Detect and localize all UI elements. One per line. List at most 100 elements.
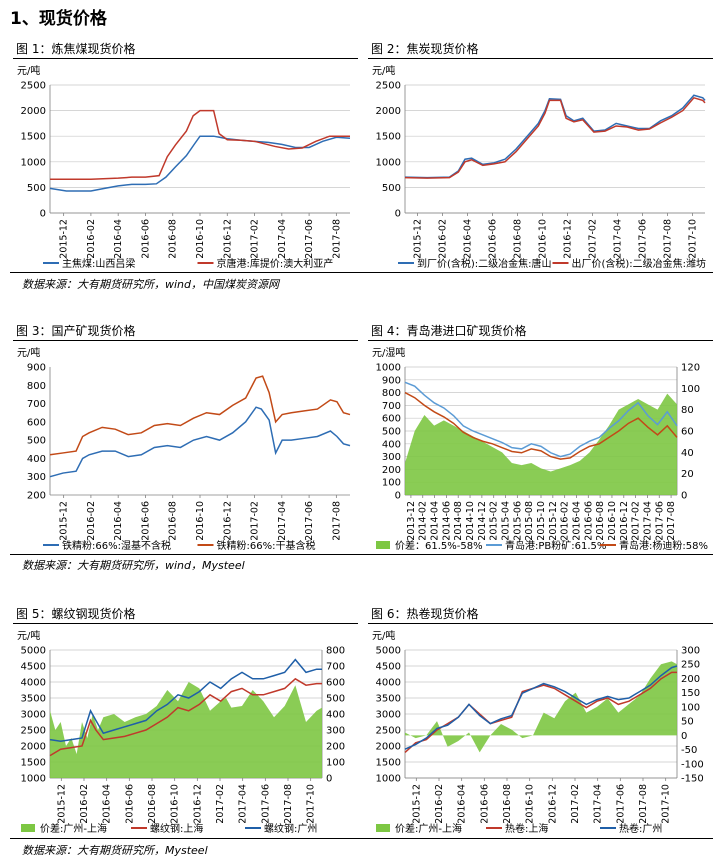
y2-tick-label: 60 xyxy=(681,427,694,438)
y2-tick-label: 500 xyxy=(326,694,345,705)
y-axis-label: 元/湿吨 xyxy=(372,346,405,359)
y2-tick-label: -50 xyxy=(681,745,697,756)
x-tick-label: 2017-06 xyxy=(304,501,315,541)
x-tick-label: 2016-08 xyxy=(502,784,513,824)
y2-tick-label: 250 xyxy=(681,660,700,671)
x-tick-label: 2016-04 xyxy=(113,219,124,259)
x-tick-label: 2016-10 xyxy=(538,219,549,259)
y2-tick-label: 80 xyxy=(681,405,694,416)
x-tick-label: 2016-08 xyxy=(595,501,606,541)
y2-tick-label: 200 xyxy=(326,742,345,753)
x-tick-label: 2017-04 xyxy=(593,784,604,824)
y-tick-label: 4500 xyxy=(21,662,46,673)
x-tick-label: 2014-08 xyxy=(453,501,464,541)
x-tick-label: 2016-06 xyxy=(488,219,499,259)
y-tick-label: 400 xyxy=(27,454,46,465)
x-tick-label: 2017-04 xyxy=(277,219,288,259)
y-tick-label: 3500 xyxy=(21,694,46,705)
y2-tick-label: 50 xyxy=(681,717,694,728)
x-tick-label: 2017-06 xyxy=(615,784,626,824)
x-tick-label: 2017-02 xyxy=(631,501,642,541)
y-tick-label: 900 xyxy=(27,363,46,374)
chart-panel-1: 图 1：炼焦煤现货价格 元/吨 0 500 1000 1500 2000 2500 2015-… xyxy=(13,40,358,275)
x-tick-label: 2016-04 xyxy=(571,501,582,541)
x-tick-label: 2014-06 xyxy=(441,501,452,541)
x-tick-label: 2014-12 xyxy=(477,501,488,541)
y-axis-label: 元/吨 xyxy=(372,629,395,642)
x-tick-label: 2017-08 xyxy=(666,501,677,541)
x-tick-label: 2017-02 xyxy=(250,501,261,541)
y-tick-label: 4000 xyxy=(21,678,46,689)
y-tick-label: 100 xyxy=(382,478,401,489)
legend-label: 青岛港:PB粉矿:61.5% xyxy=(505,539,606,552)
y-tick-label: 500 xyxy=(27,436,46,447)
chart-panel-6: 图 6：热卷现货价格 元/吨 1000 1500 2000 2500 3000 3500 40… xyxy=(368,605,713,840)
y-tick-label: 1000 xyxy=(376,774,401,785)
x-tick-label: 2017-06 xyxy=(304,219,315,259)
chart-2-svg: 元/吨 0 500 1000 1500 2000 2500 2015-12 2016-02 201… xyxy=(372,64,706,270)
divider xyxy=(10,554,713,555)
y-tick-label: 0 xyxy=(395,491,401,502)
x-tick-label: 2016-10 xyxy=(607,501,618,541)
y-tick-label: 300 xyxy=(382,452,401,463)
area-series-0 xyxy=(405,393,677,495)
chart-title-5: 图 5：螺纹钢现货价格 xyxy=(13,605,358,624)
y2-tick-label: 400 xyxy=(326,710,345,721)
x-tick-label: 2016-10 xyxy=(195,219,206,259)
y2-tick-label: 20 xyxy=(681,469,694,480)
y2-tick-label: 0 xyxy=(326,774,332,785)
y2-tick-label: -100 xyxy=(681,759,704,770)
chart-1-svg: 元/吨 0 500 1000 1500 2000 2500 2015-12 2016-02 201… xyxy=(17,64,351,270)
x-tick-label: 2013-12 xyxy=(406,501,417,541)
source-note-2: 数据来源：大有期货研究所，wind，Mysteel xyxy=(22,559,245,572)
area-series-0 xyxy=(50,682,322,778)
x-tick-label: 2016-04 xyxy=(102,784,113,824)
y-tick-label: 800 xyxy=(27,381,46,392)
legend-label: 螺纹钢:广州 xyxy=(264,822,317,835)
y-tick-label: 200 xyxy=(27,491,46,502)
y-tick-label: 1000 xyxy=(376,363,401,374)
x-tick-label: 2017-04 xyxy=(613,219,624,259)
x-tick-label: 2016-12 xyxy=(222,219,233,259)
y-axis-label: 元/吨 xyxy=(17,64,40,77)
y-tick-label: 2000 xyxy=(376,742,401,753)
y-axis-label: 元/吨 xyxy=(372,64,395,77)
x-tick-label: 2016-12 xyxy=(192,784,203,824)
line-series-0 xyxy=(49,406,351,478)
x-tick-label: 2016-08 xyxy=(513,219,524,259)
y2-tick-label: 100 xyxy=(681,384,700,395)
y-axis-label: 元/吨 xyxy=(17,629,40,642)
y-tick-label: 1500 xyxy=(376,758,401,769)
x-tick-label: 2017-04 xyxy=(642,501,653,541)
y-tick-label: 700 xyxy=(27,399,46,410)
x-tick-label: 2017-02 xyxy=(570,784,581,824)
x-tick-label: 2015-12 xyxy=(411,784,422,824)
y2-tick-label: 100 xyxy=(326,758,345,769)
legend-label: 价差:广州-上海 xyxy=(40,822,107,835)
y-tick-label: 1500 xyxy=(21,758,46,769)
y2-tick-label: 700 xyxy=(326,662,345,673)
x-tick-label: 2016-02 xyxy=(86,501,97,541)
legend-label: 到厂价(含税):二级冶金焦:唐山 xyxy=(417,257,552,270)
x-tick-label: 2017-08 xyxy=(663,219,674,259)
x-tick-label: 2016-02 xyxy=(434,784,445,824)
source-note-3: 数据来源：大有期货研究所，Mysteel xyxy=(22,844,208,857)
section-title: 1、现货价格 xyxy=(10,9,107,29)
y-tick-label: 300 xyxy=(27,472,46,483)
x-tick-label: 2016-06 xyxy=(140,501,151,541)
line-series-1 xyxy=(50,109,350,180)
chart-panel-3: 图 3：国产矿现货价格 元/吨 200 300 400 500 600 700 800 900 2… xyxy=(13,322,358,557)
source-note-1: 数据来源：大有期货研究所，wind，中国煤炭资源网 xyxy=(22,278,280,291)
x-tick-label: 2015-06 xyxy=(512,501,523,541)
x-tick-label: 2017-06 xyxy=(260,784,271,824)
x-tick-label: 2017-04 xyxy=(277,501,288,541)
x-tick-label: 2015-12 xyxy=(548,501,559,541)
x-tick-label: 2015-02 xyxy=(489,501,500,541)
x-tick-label: 2017-08 xyxy=(638,784,649,824)
x-tick-label: 2016-06 xyxy=(124,784,135,824)
y-tick-label: 0 xyxy=(40,209,46,220)
line-series-1 xyxy=(49,677,322,757)
y-tick-label: 2500 xyxy=(21,726,46,737)
legend-label: 热卷:广州 xyxy=(619,822,662,835)
